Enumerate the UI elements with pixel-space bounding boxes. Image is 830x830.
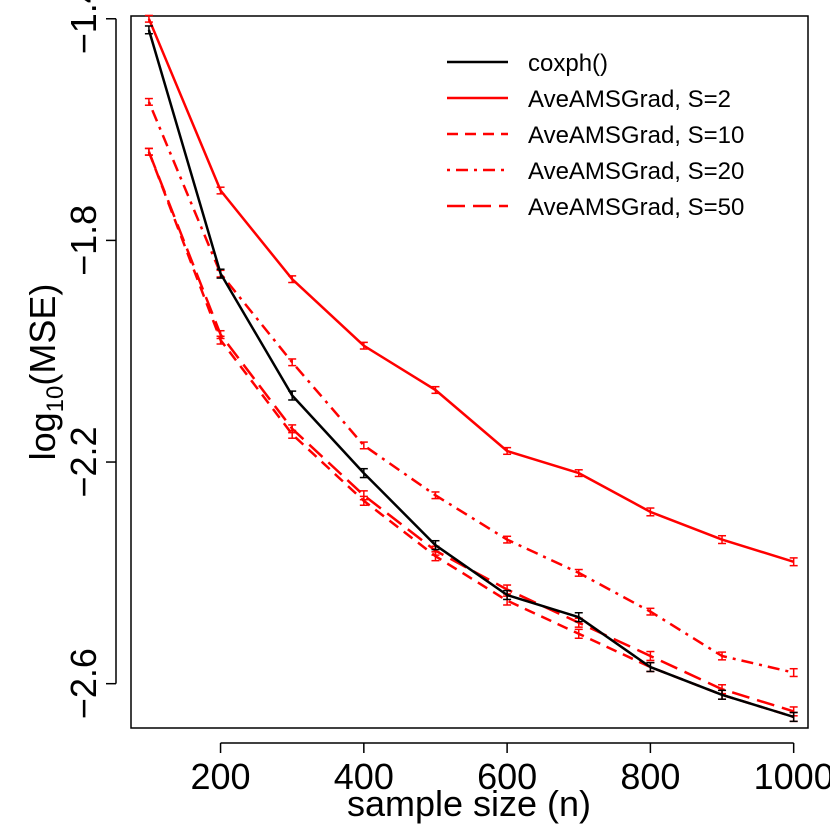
x-axis-title: sample size (n) <box>347 783 591 824</box>
x-tick-label: 800 <box>620 756 680 797</box>
series-line <box>147 101 794 674</box>
y-axis-title-rest: (MSE) <box>22 284 63 386</box>
legend-label: AveAMSGrad, S=10 <box>528 122 744 149</box>
x-tick-label: 1000 <box>754 756 830 797</box>
series-aveamsgrad-s-50 <box>144 147 798 717</box>
legend-label: AveAMSGrad, S=20 <box>528 158 744 185</box>
series-line <box>147 18 795 563</box>
y-tick-label: −2.6 <box>63 648 104 719</box>
legend-label: coxph() <box>528 50 608 77</box>
y-tick-label: −1.8 <box>63 205 104 276</box>
series-layer <box>144 14 798 723</box>
x-tick-label: 600 <box>477 756 537 797</box>
series-line <box>147 151 795 713</box>
y-tick-label: −2.2 <box>63 426 104 497</box>
series-aveamsgrad-s-10 <box>144 147 798 723</box>
legend: coxph() AveAMSGrad, S=2 AveAMSGrad, S=10 Av… <box>447 50 744 221</box>
y-axis-title-base: log <box>22 412 63 460</box>
series-aveamsgrad-s-20 <box>144 97 798 678</box>
series-line <box>147 151 795 719</box>
plot-frame <box>130 15 809 729</box>
series-coxph- <box>144 25 798 723</box>
series-line <box>147 29 795 719</box>
x-tick-label: 400 <box>334 756 394 797</box>
y-axis: −1.4 −1.8 −2.2 −2.6 <box>63 0 117 719</box>
legend-label: AveAMSGrad, S=50 <box>528 194 744 221</box>
y-tick-label: −1.4 <box>63 0 104 54</box>
y-axis-title: log10(MSE) <box>22 284 69 461</box>
legend-label: AveAMSGrad, S=2 <box>528 86 731 113</box>
y-axis-title-subscript: 10 <box>42 386 69 413</box>
x-axis: 200 400 600 800 1000 <box>191 742 830 797</box>
series-aveamsgrad-s-2 <box>144 14 798 567</box>
x-tick-label: 200 <box>191 756 251 797</box>
